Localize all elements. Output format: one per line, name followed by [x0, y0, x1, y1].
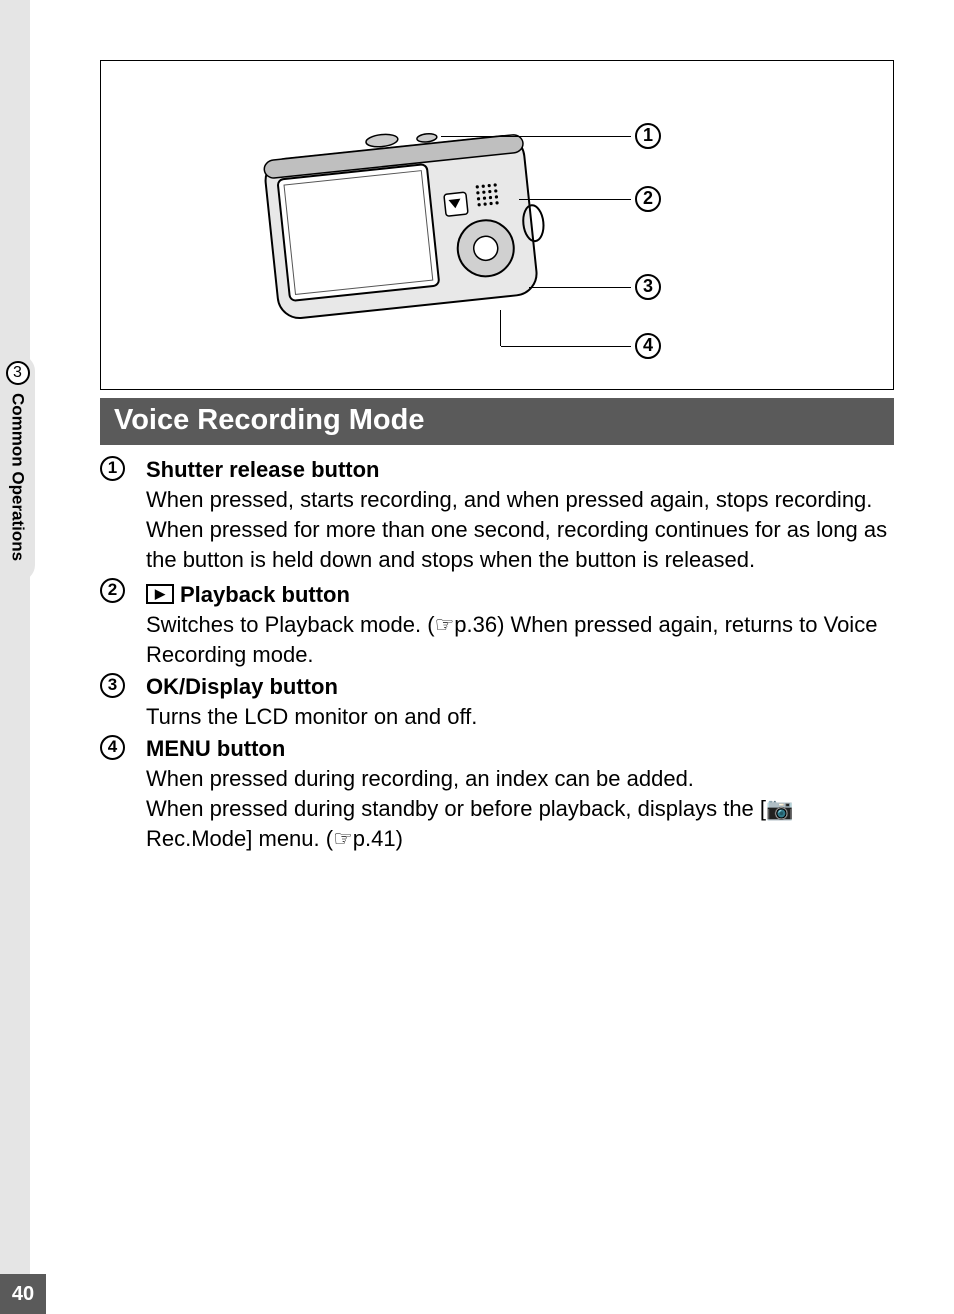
page-content: 1 2 3 4 Voice Recording Mode 1 Shutter r… [30, 0, 954, 1314]
item-title: OK/Display button [146, 672, 338, 702]
item-description: Switches to Playback mode. (☞p.36) When … [146, 610, 894, 670]
item-title-text: Shutter release button [146, 455, 379, 485]
item-title: ▶ Playback button [146, 580, 350, 610]
item-body: OK/Display button Turns the LCD monitor … [146, 672, 894, 732]
diagram-callout-1: 1 [635, 123, 661, 149]
list-item: 4 MENU button When pressed during record… [100, 734, 894, 854]
item-title: Shutter release button [146, 455, 379, 485]
camera-illustration [261, 116, 561, 336]
manual-page: 3 Common Operations [0, 0, 954, 1314]
item-description: Turns the LCD monitor on and off. [146, 702, 894, 732]
item-marker: 2 [100, 577, 146, 603]
item-title-text: OK/Display button [146, 672, 338, 702]
callout-line-4 [501, 346, 631, 347]
marker-circle-1: 1 [100, 456, 125, 481]
diagram-callout-4: 4 [635, 333, 661, 359]
item-description: When pressed, starts recording, and when… [146, 485, 894, 575]
item-body: MENU button When pressed during recordin… [146, 734, 894, 854]
marker-circle-4: 4 [100, 735, 125, 760]
callout-line-3 [529, 287, 631, 288]
section-heading: Voice Recording Mode [100, 398, 894, 445]
list-item: 2 ▶ Playback button Switches to Playback… [100, 577, 894, 670]
left-gutter [0, 0, 30, 1314]
callout-line-1 [441, 136, 631, 137]
item-body: ▶ Playback button Switches to Playback m… [146, 577, 894, 670]
page-number: 40 [0, 1274, 46, 1314]
item-title-text: Playback button [180, 580, 350, 610]
marker-circle-3: 3 [100, 673, 125, 698]
callout-line-4v [500, 310, 501, 346]
list-item: 1 Shutter release button When pressed, s… [100, 455, 894, 575]
diagram-callout-2: 2 [635, 186, 661, 212]
chapter-label: Common Operations [8, 393, 28, 561]
playback-icon: ▶ [146, 584, 174, 604]
item-title-text: MENU button [146, 734, 285, 764]
callout-line-2 [519, 199, 631, 200]
item-marker: 4 [100, 734, 146, 760]
button-description-list: 1 Shutter release button When pressed, s… [100, 455, 894, 854]
item-body: Shutter release button When pressed, sta… [146, 455, 894, 575]
camera-diagram-frame: 1 2 3 4 [100, 60, 894, 390]
item-marker: 3 [100, 672, 146, 698]
camera-diagram: 1 2 3 4 [101, 61, 893, 367]
item-marker: 1 [100, 455, 146, 481]
list-item: 3 OK/Display button Turns the LCD monito… [100, 672, 894, 732]
diagram-callout-3: 3 [635, 274, 661, 300]
item-title: MENU button [146, 734, 285, 764]
item-description: When pressed during recording, an index … [146, 764, 894, 854]
marker-circle-2: 2 [100, 578, 125, 603]
chapter-number-badge: 3 [6, 361, 30, 385]
